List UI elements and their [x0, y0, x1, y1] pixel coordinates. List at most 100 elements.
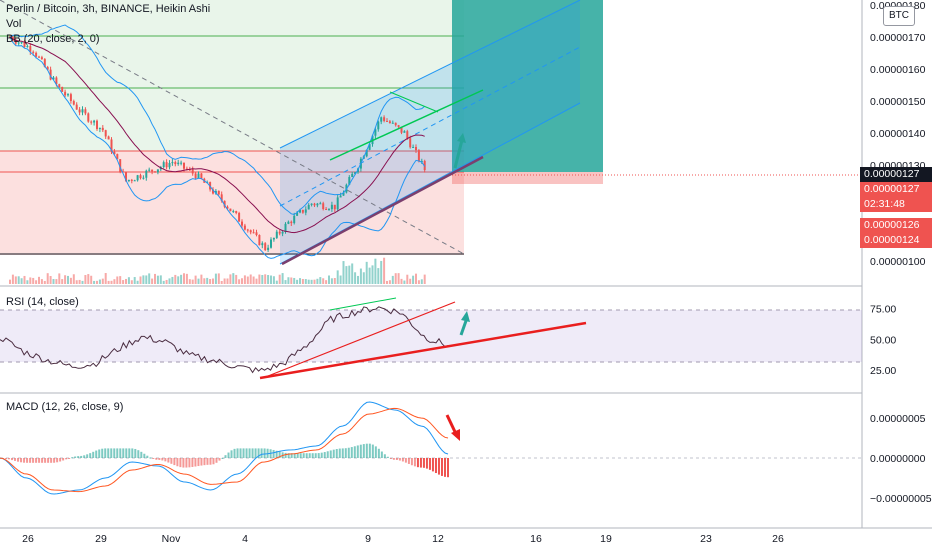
candle-body[interactable] [293, 215, 296, 224]
candle-body[interactable] [180, 162, 183, 164]
candle-body[interactable] [406, 131, 409, 139]
candle-body[interactable] [20, 42, 23, 44]
long-position-profit[interactable] [452, 0, 603, 172]
candle-body[interactable] [87, 113, 90, 122]
rsi-legend[interactable]: RSI (14, close) [6, 295, 79, 310]
candle-body[interactable] [368, 144, 371, 150]
divergence-line[interactable] [389, 91, 439, 113]
candle-body[interactable] [32, 51, 35, 53]
bb-basis[interactable] [9, 36, 425, 234]
candle-body[interactable] [400, 126, 403, 133]
rsi-line[interactable] [0, 306, 449, 374]
candle-body[interactable] [122, 171, 125, 173]
candle-body[interactable] [84, 109, 87, 114]
candle-body[interactable] [241, 221, 243, 226]
candle-body[interactable] [403, 131, 406, 133]
candle-body[interactable] [17, 42, 20, 44]
candle-body[interactable] [351, 173, 354, 178]
candle-body[interactable] [354, 172, 357, 174]
candle-body[interactable] [299, 209, 301, 213]
candle-body[interactable] [52, 77, 55, 80]
loss-zone[interactable] [0, 151, 464, 255]
candle-body[interactable] [420, 160, 423, 162]
long-position-stop[interactable] [452, 172, 603, 184]
candle-body[interactable] [261, 243, 264, 246]
candle-body[interactable] [81, 109, 84, 113]
candle-body[interactable] [365, 149, 368, 157]
candle-body[interactable] [342, 192, 345, 196]
candle-body[interactable] [267, 247, 270, 250]
candle-body[interactable] [183, 162, 185, 169]
candle-body[interactable] [394, 122, 397, 126]
candle-body[interactable] [220, 194, 223, 201]
rsi-short-trendline[interactable] [262, 301, 456, 379]
candle-body[interactable] [200, 173, 203, 179]
candle-body[interactable] [380, 117, 383, 122]
candle-body[interactable] [270, 239, 272, 248]
candle-body[interactable] [75, 104, 78, 110]
candle-body[interactable] [197, 173, 200, 179]
candle-body[interactable] [383, 117, 386, 121]
candle-body[interactable] [101, 127, 104, 131]
candle-body[interactable] [319, 203, 322, 205]
candle-body[interactable] [388, 121, 391, 124]
candle-body[interactable] [255, 232, 258, 236]
candle-body[interactable] [174, 162, 177, 165]
candle-body[interactable] [339, 195, 342, 198]
candle-body[interactable] [423, 160, 426, 171]
volume-legend[interactable]: Vol [6, 18, 22, 30]
channel-top[interactable] [279, 0, 581, 149]
candle-body[interactable] [391, 122, 394, 124]
candle-body[interactable] [133, 180, 136, 182]
candle-body[interactable] [49, 69, 52, 80]
candle-body[interactable] [377, 121, 380, 130]
support-trendline[interactable] [281, 155, 484, 266]
candle-body[interactable] [415, 146, 417, 151]
candle-body[interactable] [217, 190, 220, 195]
candle-body[interactable] [330, 204, 333, 210]
candle-body[interactable] [333, 204, 336, 210]
candle-body[interactable] [78, 109, 81, 113]
candle-body[interactable] [212, 189, 214, 194]
candle-body[interactable] [43, 59, 46, 68]
candle-body[interactable] [397, 125, 400, 127]
candle-body[interactable] [69, 94, 72, 102]
candle-body[interactable] [188, 169, 191, 171]
candle-body[interactable] [110, 139, 113, 152]
candle-body[interactable] [226, 206, 229, 209]
candle-body[interactable] [412, 146, 415, 148]
candle-body[interactable] [93, 120, 96, 123]
candle-body[interactable] [154, 171, 156, 173]
candle-body[interactable] [130, 179, 133, 181]
candle-body[interactable] [139, 175, 142, 179]
candle-body[interactable] [107, 136, 110, 140]
candle-body[interactable] [417, 150, 420, 162]
candle-body[interactable] [168, 163, 171, 168]
rsi-support-trendline[interactable] [259, 321, 587, 380]
candle-body[interactable] [264, 243, 267, 250]
resistance-trendline[interactable] [329, 89, 484, 161]
candle-body[interactable] [104, 130, 107, 137]
candle-body[interactable] [26, 46, 29, 48]
candle-body[interactable] [325, 208, 328, 210]
candle-body[interactable] [38, 56, 40, 58]
candle-body[interactable] [252, 232, 255, 234]
candle-body[interactable] [223, 200, 226, 207]
signal-line[interactable] [0, 407, 449, 493]
candle-body[interactable] [61, 86, 64, 92]
candle-body[interactable] [98, 127, 101, 129]
candle-body[interactable] [35, 52, 38, 57]
dashed-trendline[interactable] [0, 0, 465, 255]
candle-body[interactable] [46, 67, 49, 70]
candle-body[interactable] [64, 91, 67, 96]
candle-body[interactable] [171, 162, 174, 164]
candle-body[interactable] [316, 203, 319, 206]
bb-upper-band[interactable] [9, 24, 426, 216]
candle-body[interactable] [55, 77, 58, 85]
candle-body[interactable] [156, 169, 159, 173]
candle-body[interactable] [328, 209, 330, 211]
rsi-divergence-line[interactable] [329, 297, 397, 311]
candle-body[interactable] [409, 138, 412, 148]
candle-body[interactable] [386, 120, 388, 122]
macd-legend-text[interactable]: MACD (12, 26, close, 9) [6, 401, 124, 413]
